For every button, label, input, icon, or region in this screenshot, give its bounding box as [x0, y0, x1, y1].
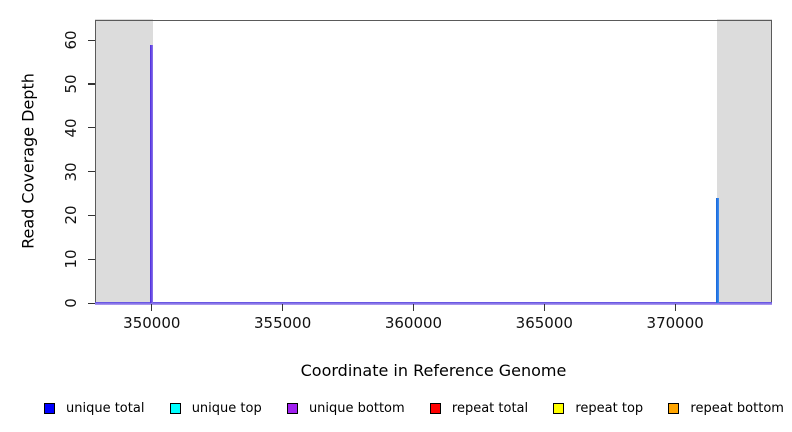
y-tick-label: 50 — [62, 74, 80, 94]
x-tick-label: 360000 — [384, 314, 443, 332]
zero-coverage-baseline — [95, 302, 772, 305]
coverage-spike — [150, 44, 154, 303]
legend-label: repeat top — [575, 401, 644, 416]
legend-label: repeat total — [451, 401, 529, 416]
y-tick-mark — [87, 302, 95, 304]
legend-item: unique top — [169, 401, 262, 416]
x-tick-label: 350000 — [123, 314, 181, 332]
x-tick-label: 365000 — [515, 314, 573, 332]
y-tick-label: 20 — [62, 205, 80, 225]
y-tick-label: 60 — [62, 30, 80, 50]
legend-item: repeat top — [553, 401, 643, 416]
legend-swatch-icon — [286, 403, 298, 414]
y-tick-label: 30 — [62, 162, 80, 182]
x-tick-label: 370000 — [646, 314, 704, 332]
legend-item: unique bottom — [286, 401, 405, 416]
shaded-region — [95, 19, 154, 303]
x-tick-mark — [412, 303, 415, 311]
y-tick-mark — [87, 214, 95, 217]
legend-label: repeat bottom — [690, 401, 784, 416]
y-tick-label: 40 — [62, 118, 80, 138]
x-tick-mark — [151, 303, 153, 311]
y-tick-mark — [87, 127, 95, 129]
y-tick-mark — [87, 39, 95, 41]
legend-label: unique top — [191, 401, 262, 416]
legend-swatch-icon — [169, 403, 181, 414]
x-tick-label: 355000 — [253, 314, 312, 332]
x-tick-mark — [282, 303, 284, 311]
y-tick-mark — [87, 258, 95, 260]
shaded-region — [717, 19, 772, 303]
plot-area — [95, 19, 772, 305]
legend-item: repeat bottom — [668, 401, 784, 416]
legend-swatch-icon — [668, 403, 680, 414]
legend-swatch-icon — [429, 403, 441, 414]
y-tick-mark — [87, 83, 95, 85]
legend: unique total unique top unique bottom repea… — [44, 399, 784, 418]
legend-label: unique total — [66, 401, 145, 416]
legend-item: repeat total — [429, 401, 529, 416]
coverage-spike — [715, 197, 719, 303]
y-axis-title: Read Coverage Depth — [18, 73, 38, 249]
legend-item: unique total — [44, 401, 144, 416]
y-tick-label: 0 — [62, 298, 80, 308]
x-tick-mark — [674, 303, 676, 311]
legend-swatch-icon — [553, 403, 565, 414]
x-axis-title: Coordinate in Reference Genome — [300, 361, 567, 380]
y-tick-mark — [87, 171, 95, 173]
legend-swatch-icon — [44, 403, 55, 414]
x-tick-mark — [543, 303, 545, 311]
legend-label: unique bottom — [308, 401, 405, 416]
y-tick-label: 10 — [62, 249, 80, 269]
